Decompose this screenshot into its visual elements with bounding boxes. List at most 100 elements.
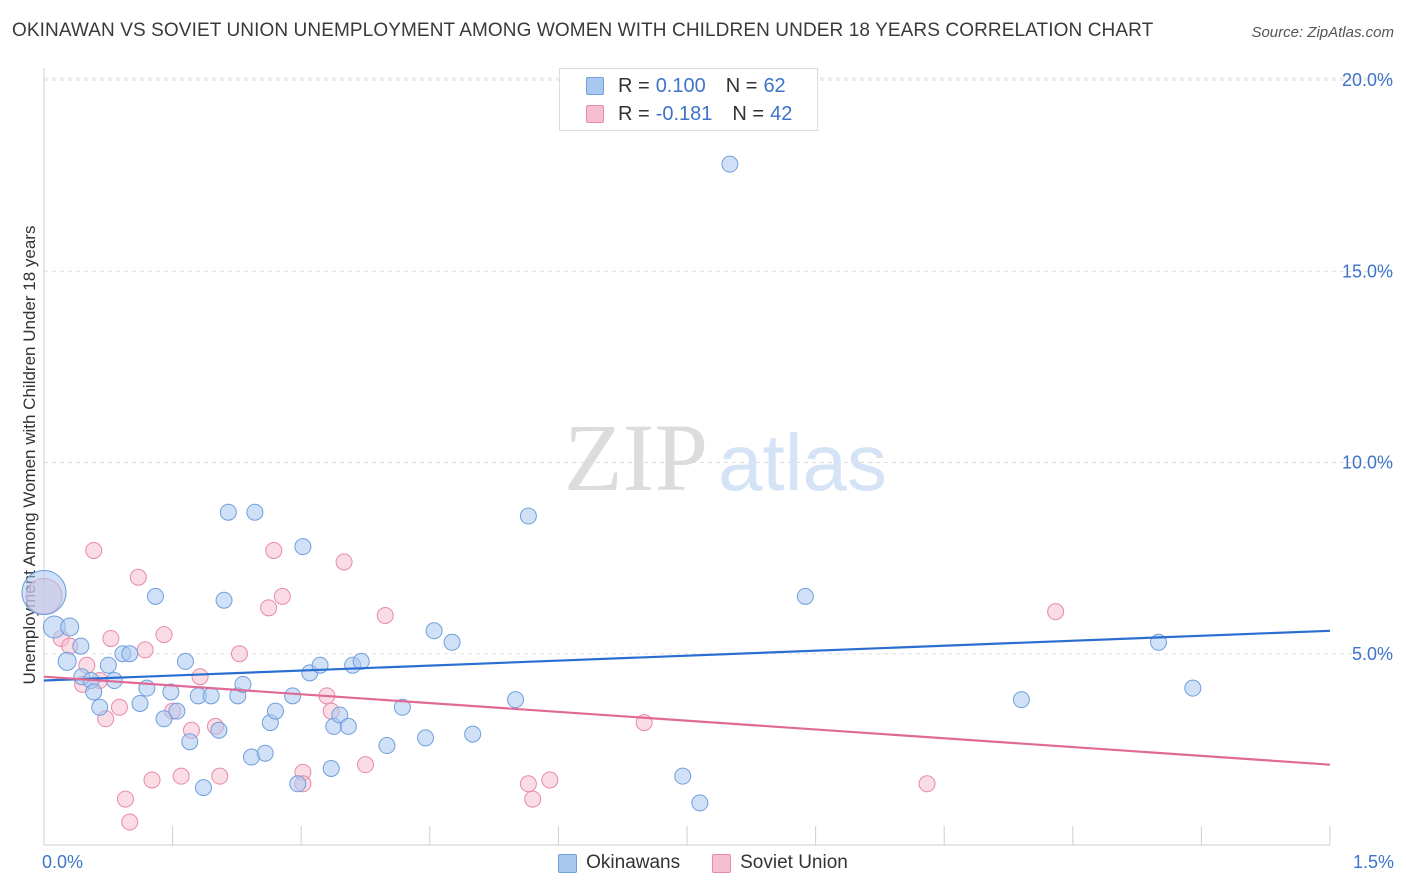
r-value: -0.181 [655,102,713,125]
okinawans-point [91,698,109,716]
stats-legend: R = 0.100 N = 62 R = -0.181 N = 42 [559,68,818,131]
r-label: R = [618,74,650,97]
legend-row-soviet-union: R = -0.181 N = 42 [586,102,792,126]
okinawans-point [266,702,284,720]
okinawans-point [721,155,739,173]
soviet-union-point [191,668,209,686]
y-tick-label: 20.0% [1342,70,1393,90]
okinawans-point [99,656,117,674]
y-tick-label: 5.0% [1352,644,1393,664]
okinawans-point [146,587,164,605]
okinawans-point [464,725,482,743]
okinawans-point [443,633,461,651]
watermark: ZIP atlas [564,404,887,511]
okinawans-point [202,687,220,705]
okinawans-point [378,737,396,755]
soviet-union-point [102,629,120,647]
okinawans-point [176,652,194,670]
x-tick-label-min: 0.0% [42,852,84,872]
soviet-union-point [918,775,936,793]
soviet-union-point [541,771,559,789]
okinawans-point [219,503,237,521]
okinawans-point [60,617,80,637]
okinawans-point [289,775,307,793]
okinawans-point [425,622,443,640]
soviet-union-point [273,587,291,605]
soviet-union-point [376,607,394,624]
okinawans-point [121,645,139,663]
okinawans-point [194,779,212,797]
okinawans-point [284,687,302,705]
source-label: Source: ZipAtlas.com [1251,24,1394,41]
soviet-union-point [143,771,161,789]
okinawans-point [85,683,103,701]
soviet-union-point [121,813,139,831]
okinawans-point [674,767,692,785]
okinawans-point [322,760,340,777]
okinawans-point [352,652,370,670]
soviet-union-point [335,553,353,571]
okinawans-point [393,698,411,716]
okinawans-point [1184,679,1202,697]
okinawans-point [181,733,199,751]
soviet-union-point [230,645,248,663]
soviet-union-point [211,767,229,785]
okinawans-point [21,570,67,616]
soviet-union-point [524,790,542,808]
grid-lines [44,77,1392,655]
soviet-union-swatch [586,105,604,123]
okinawans-point [339,717,357,735]
soviet-union-point [129,568,147,586]
soviet-union-point [519,775,537,793]
x-tick-label-max: 1.5% [1353,852,1395,872]
r-label: R = [618,102,650,125]
okinawans-point [691,794,709,812]
r-value: 0.100 [655,74,706,97]
watermark-atlas: atlas [718,418,887,507]
soviet-union-legend-swatch [712,853,732,873]
soviet-union-point [357,756,374,774]
soviet-union-point [260,599,278,617]
n-value: 62 [763,74,786,97]
watermark-zip: ZIP [564,404,708,511]
chart-title: OKINAWAN VS SOVIET UNION UNEMPLOYMENT AM… [12,20,1154,41]
legend-item-okinawans: Okinawans [558,852,680,874]
axes [43,68,1331,846]
y-tick-labels: 5.0% 10.0% 15.0% 20.0% [1342,70,1393,664]
soviet-union-point [110,698,128,716]
okinawans-legend-swatch [558,853,578,873]
okinawans-point [417,729,435,747]
legend-label-soviet-union: Soviet Union [740,852,848,873]
y-tick-label: 15.0% [1342,261,1393,281]
okinawans-point [519,507,537,525]
soviet-union-point [85,541,103,559]
soviet-union-trend-line [43,675,1331,766]
okinawans-trend-line [43,629,1331,682]
okinawans-point [168,702,186,720]
y-tick-label: 10.0% [1342,453,1393,473]
okinawans-swatch [586,77,604,95]
soviet-union-point [155,626,173,644]
n-label: N = [725,74,758,97]
okinawans-point [57,651,77,671]
okinawans-point [331,706,349,724]
legend-row-okinawans: R = 0.100 N = 62 [586,74,786,98]
okinawans-point [210,721,228,739]
okinawans-point [162,683,180,701]
okinawans-point [1012,691,1030,709]
legend-item-soviet-union: Soviet Union [712,852,848,874]
soviet-union-point [172,767,190,785]
okinawans-point [131,694,149,712]
okinawans-point [507,691,525,709]
soviet-union-point [136,641,154,659]
okinawans-point [155,710,173,728]
soviet-union-point [1047,603,1065,621]
n-value: 42 [770,102,793,125]
okinawans-point [215,591,233,609]
legend-label-okinawans: Okinawans [586,852,681,873]
n-label: N = [732,102,765,125]
okinawans-point [234,675,252,693]
okinawans-point [72,637,90,655]
okinawans-point [796,587,814,605]
